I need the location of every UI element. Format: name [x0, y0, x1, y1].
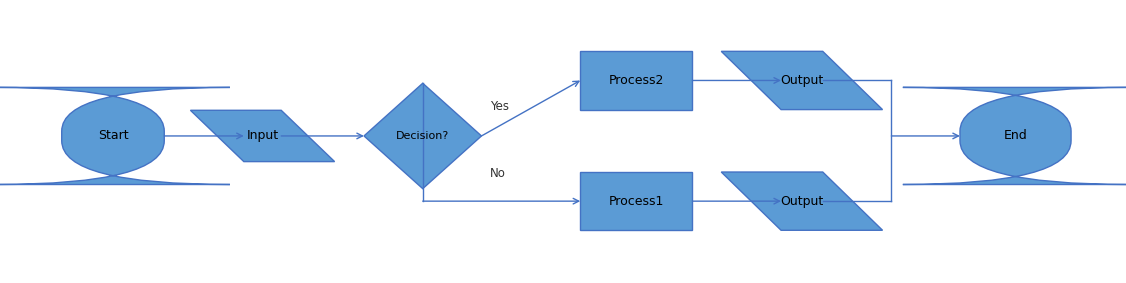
- Text: Output: Output: [780, 74, 823, 87]
- Text: Input: Input: [247, 129, 278, 142]
- FancyBboxPatch shape: [0, 87, 230, 185]
- Text: Process2: Process2: [609, 74, 664, 87]
- Polygon shape: [190, 110, 334, 162]
- Polygon shape: [722, 51, 883, 110]
- Bar: [580, 51, 692, 110]
- Text: Decision?: Decision?: [396, 131, 449, 141]
- Text: Output: Output: [780, 195, 823, 208]
- Text: Start: Start: [98, 129, 128, 142]
- Bar: [580, 172, 692, 230]
- Polygon shape: [722, 172, 883, 230]
- Text: End: End: [1003, 129, 1027, 142]
- Text: Process1: Process1: [609, 195, 664, 208]
- FancyBboxPatch shape: [903, 87, 1126, 185]
- Polygon shape: [364, 83, 482, 189]
- Text: No: No: [490, 167, 506, 180]
- Text: Yes: Yes: [490, 100, 509, 113]
